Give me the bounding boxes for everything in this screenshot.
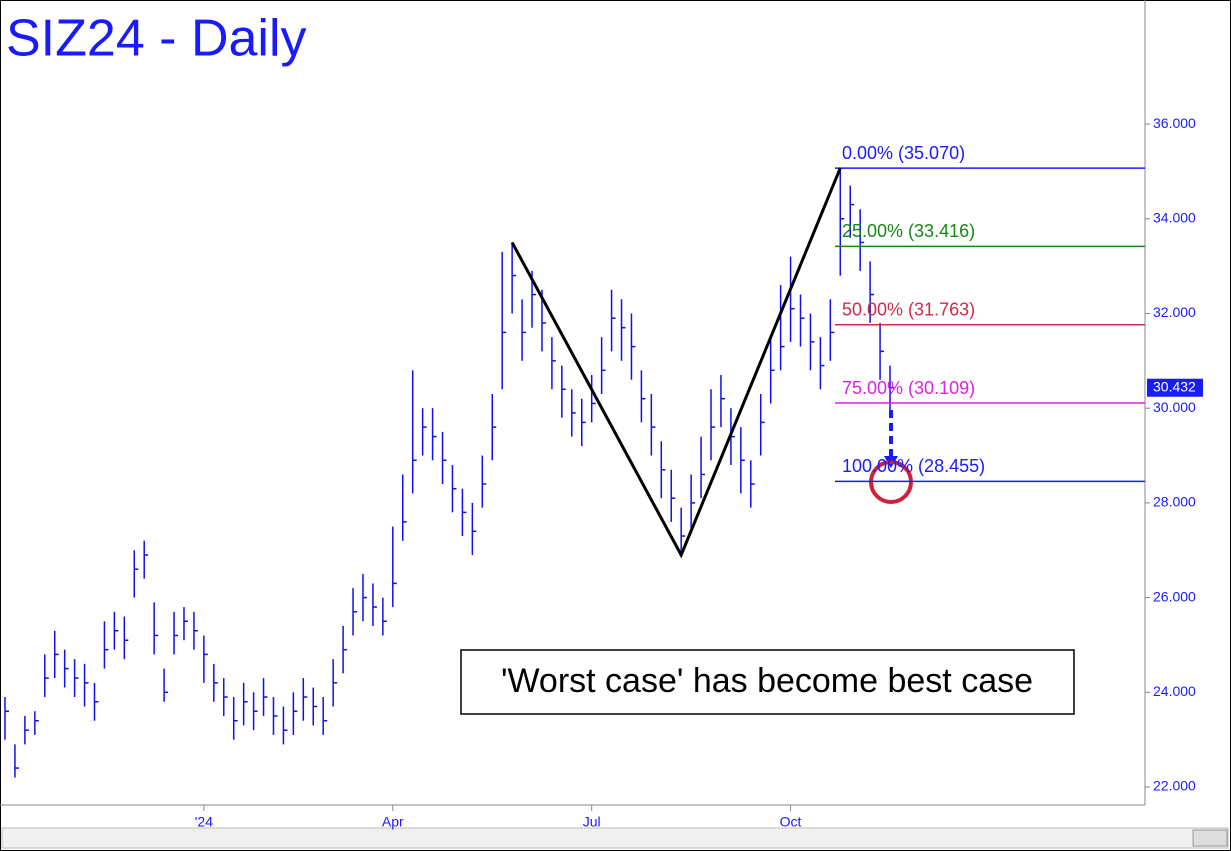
last-price-tag bbox=[1147, 378, 1203, 397]
fib-label: 50.00% (31.763) bbox=[842, 299, 975, 319]
y-tick-label: 24.000 bbox=[1153, 683, 1196, 699]
last-price-label: 30.432 bbox=[1153, 378, 1196, 394]
y-tick-label: 32.000 bbox=[1153, 304, 1196, 320]
y-tick-label: 26.000 bbox=[1153, 588, 1196, 604]
y-tick-label: 28.000 bbox=[1153, 494, 1196, 510]
scroll-thumb[interactable] bbox=[1192, 829, 1228, 847]
plot bbox=[4, 168, 894, 778]
x-tick-label: Apr bbox=[382, 814, 404, 830]
x-tick-label: '24 bbox=[195, 814, 213, 830]
annotation-box bbox=[460, 649, 1075, 715]
y-tick-label: 30.000 bbox=[1153, 399, 1196, 415]
fib-label: 75.00% (30.109) bbox=[842, 378, 975, 398]
chart-title: SIZ24 - Daily bbox=[6, 10, 307, 68]
x-tick-label: Oct bbox=[780, 814, 802, 830]
y-tick-label: 34.000 bbox=[1153, 209, 1196, 225]
fib-label: 25.00% (33.416) bbox=[842, 221, 975, 241]
fib-label: 0.00% (35.070) bbox=[842, 143, 965, 163]
annotation: 'Worst case' has become best case bbox=[501, 662, 1033, 700]
fib-label: 100.00% (28.455) bbox=[842, 456, 985, 476]
scrollbar[interactable] bbox=[1, 827, 1229, 849]
x-tick-label: Jul bbox=[583, 814, 601, 830]
y-tick-label: 22.000 bbox=[1153, 778, 1196, 794]
y-tick-label: 36.000 bbox=[1153, 115, 1196, 131]
pattern-line bbox=[510, 167, 842, 559]
